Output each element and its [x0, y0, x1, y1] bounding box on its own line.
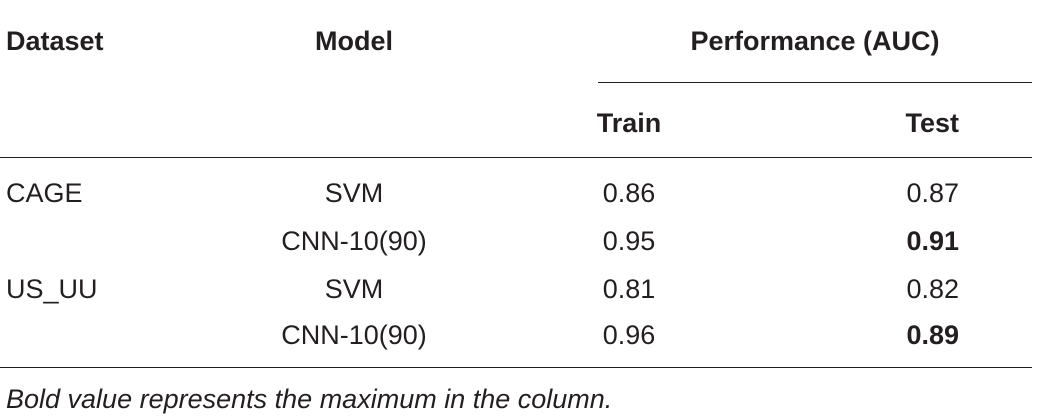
cell-train: 0.96	[602, 320, 656, 350]
cell-model: CNN-10(90)	[281, 226, 427, 256]
header-divider	[0, 157, 1032, 158]
header-performance: Performance (AUC)	[690, 26, 940, 56]
cell-test: 0.87	[906, 178, 959, 208]
table-footnote: Bold value represents the maximum in the…	[6, 384, 613, 414]
header-model: Model	[315, 26, 393, 56]
cell-model: SVM	[324, 274, 384, 304]
cell-test-bold: 0.91	[906, 226, 959, 256]
header-train: Train	[596, 108, 662, 138]
header-test: Test	[905, 108, 959, 138]
cell-dataset: US_UU	[6, 274, 98, 304]
cell-model: CNN-10(90)	[281, 320, 427, 350]
cell-model: SVM	[324, 178, 384, 208]
cell-train: 0.86	[602, 178, 656, 208]
table-bottom-rule	[0, 367, 1032, 368]
header-dataset: Dataset	[6, 26, 104, 56]
cell-test-bold: 0.89	[906, 320, 959, 350]
cell-test: 0.82	[906, 274, 959, 304]
cell-train: 0.81	[602, 274, 656, 304]
performance-underline	[598, 82, 1032, 83]
cell-train: 0.95	[602, 226, 656, 256]
cell-dataset: CAGE	[6, 178, 83, 208]
